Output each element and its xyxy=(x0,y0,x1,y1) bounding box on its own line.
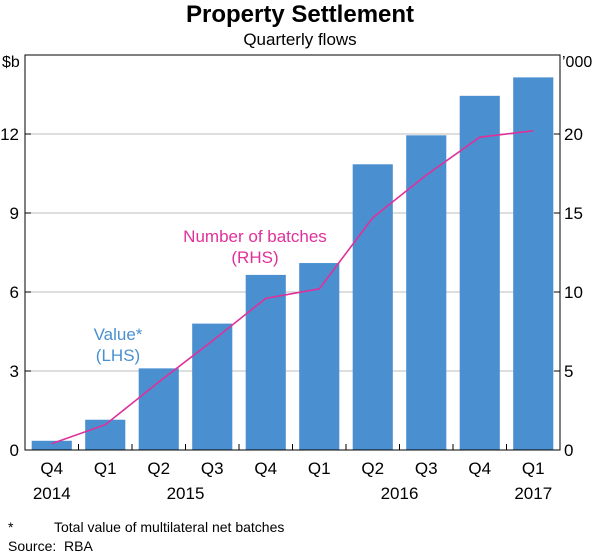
right-tick-label: 0 xyxy=(564,441,573,460)
right-tick-label: 10 xyxy=(564,283,583,302)
quarter-label: Q3 xyxy=(415,459,438,478)
source-line: Source: RBA xyxy=(8,537,93,555)
left-tick-label: 9 xyxy=(10,204,19,223)
chart-plot: 0 3 6 9 12 0 5 10 15 20 Q4 Q1 Q2 Q3 Q4 Q1 Q2 Q3 Q4 Q1 2014 20… xyxy=(0,54,583,503)
year-label: 2017 xyxy=(514,484,552,503)
quarter-label: Q4 xyxy=(468,459,491,478)
left-tick-label: 6 xyxy=(10,283,19,302)
value-bar xyxy=(31,440,72,450)
right-tick-label: 15 xyxy=(564,204,583,223)
value-series-label: Value* xyxy=(94,325,143,344)
year-label: 2015 xyxy=(167,484,205,503)
left-tick-label: 3 xyxy=(10,362,19,381)
batches-series-label: Number of batches xyxy=(183,227,327,246)
value-bar xyxy=(406,135,447,451)
right-tick-label: 5 xyxy=(564,362,573,381)
value-bar xyxy=(138,368,179,450)
batches-line xyxy=(51,130,534,445)
source-label: Source: xyxy=(8,538,57,554)
chart-title: Property Settlement xyxy=(185,1,415,28)
value-bar xyxy=(245,274,286,450)
footnote-text: Total value of multilateral net batches xyxy=(54,519,285,535)
value-bar xyxy=(459,95,500,451)
quarter-label: Q2 xyxy=(147,459,170,478)
footnote: * Total value of multilateral net batches xyxy=(8,518,284,536)
quarter-label: Q1 xyxy=(308,459,331,478)
chart-subtitle: Quarterly flows xyxy=(243,30,357,49)
right-tick-label: 20 xyxy=(564,125,583,144)
value-series-axis-label: (LHS) xyxy=(96,346,140,365)
quarter-label: Q1 xyxy=(94,459,117,478)
batches-series-axis-label: (RHS) xyxy=(231,248,278,267)
year-label: 2016 xyxy=(381,484,419,503)
quarter-label: Q2 xyxy=(361,459,384,478)
left-axis-unit: $b xyxy=(2,54,20,71)
source-text: RBA xyxy=(64,538,93,554)
right-axis-unit: ’000 xyxy=(562,54,593,71)
value-bar xyxy=(352,164,393,451)
left-tick-label: 12 xyxy=(0,125,19,144)
left-tick-label: 0 xyxy=(10,441,19,460)
quarter-label: Q4 xyxy=(254,459,277,478)
footnote-mark: * xyxy=(8,519,14,535)
value-bar xyxy=(192,323,233,450)
year-label: 2014 xyxy=(33,484,71,503)
quarter-label: Q3 xyxy=(201,459,224,478)
value-bar xyxy=(299,263,340,450)
value-bar xyxy=(513,77,554,450)
quarter-label: Q4 xyxy=(40,459,63,478)
quarter-label: Q1 xyxy=(522,459,545,478)
